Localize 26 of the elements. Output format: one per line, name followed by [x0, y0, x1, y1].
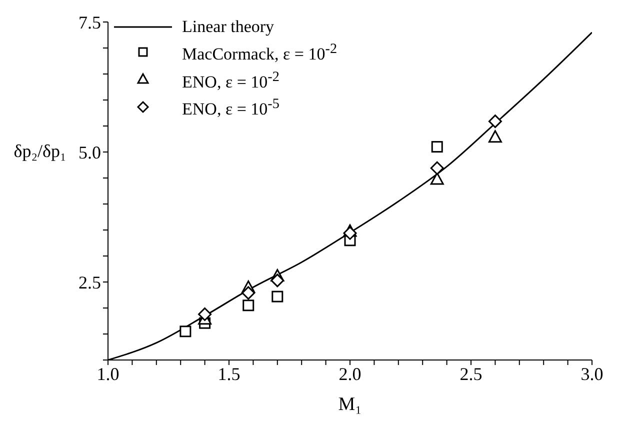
point — [430, 161, 444, 175]
y-tick-label: 2.5 — [78, 272, 101, 292]
point — [198, 307, 212, 321]
point — [180, 326, 192, 338]
legend-label: ENO, ε = 10$^{-5}$ — [182, 95, 280, 121]
point — [488, 130, 502, 143]
y-tick-label: 5.0 — [78, 142, 101, 162]
point — [242, 300, 254, 312]
point — [343, 226, 357, 240]
x-tick-label: 1.0 — [96, 364, 120, 384]
legend-label: MacCormack, ε = 10$^{-2}$ — [182, 40, 338, 66]
y-tick-label: 7.5 — [78, 12, 101, 32]
y-axis-title: δp₂/δp₁ — [14, 141, 66, 162]
x-axis-title: M₁ — [338, 394, 362, 415]
legend-label: Linear theory — [182, 16, 274, 38]
point — [270, 274, 284, 288]
point — [430, 172, 444, 185]
x-tick-label: 2.5 — [460, 364, 482, 384]
point — [488, 114, 502, 128]
x-tick-label: 3.0 — [580, 364, 604, 384]
point — [272, 290, 284, 302]
legend-label: ENO, ε = 10$^{-2}$ — [182, 68, 280, 94]
point — [431, 141, 443, 153]
point — [242, 286, 256, 300]
x-tick-label: 2.0 — [338, 364, 362, 384]
x-tick-label: 1.5 — [218, 364, 240, 384]
